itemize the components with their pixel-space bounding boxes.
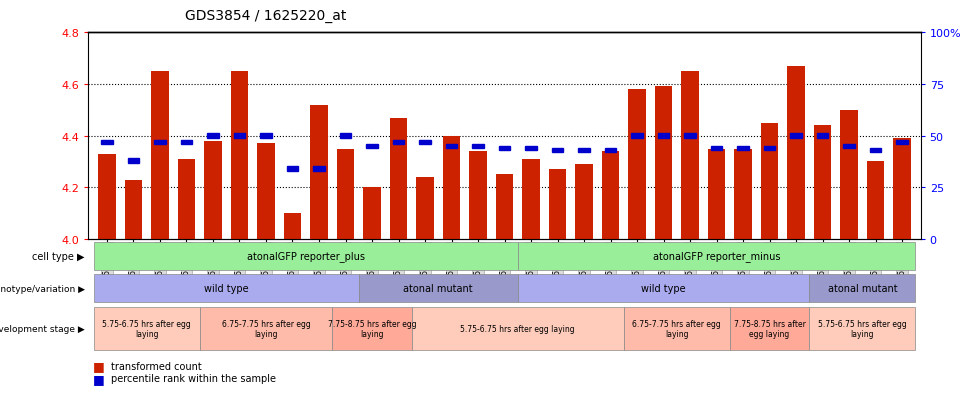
Bar <box>393 140 405 145</box>
Text: wild type: wild type <box>641 283 686 294</box>
Bar <box>499 146 510 151</box>
Bar <box>94 307 200 350</box>
Text: atonal mutant: atonal mutant <box>827 283 898 294</box>
Bar <box>363 188 381 240</box>
Bar <box>518 274 809 303</box>
Bar <box>258 144 275 240</box>
Bar <box>200 307 333 350</box>
Text: 6.75-7.75 hrs after egg
laying: 6.75-7.75 hrs after egg laying <box>222 319 310 338</box>
Bar <box>684 134 696 139</box>
Text: atonalGFP reporter_plus: atonalGFP reporter_plus <box>247 251 365 262</box>
Bar <box>416 178 433 240</box>
Bar <box>310 105 328 240</box>
Bar <box>655 87 672 240</box>
Bar <box>286 167 298 172</box>
Bar <box>518 242 915 271</box>
Bar <box>579 148 590 153</box>
Text: 6.75-7.75 hrs after egg
laying: 6.75-7.75 hrs after egg laying <box>632 319 721 338</box>
Bar <box>152 72 168 240</box>
Bar <box>337 149 354 240</box>
Bar <box>628 90 646 240</box>
Text: atonal mutant: atonal mutant <box>404 283 473 294</box>
Bar <box>94 274 358 303</box>
Bar <box>681 72 699 240</box>
Bar <box>870 148 881 153</box>
Bar <box>260 134 272 139</box>
Bar <box>549 170 566 240</box>
Bar <box>339 134 352 139</box>
Text: transformed count: transformed count <box>111 361 201 371</box>
Text: 5.75-6.75 hrs after egg
laying: 5.75-6.75 hrs after egg laying <box>818 319 907 338</box>
Bar <box>98 154 115 240</box>
Bar <box>657 134 670 139</box>
Bar <box>94 242 518 271</box>
Bar <box>313 167 325 172</box>
Bar <box>602 152 619 240</box>
Bar <box>817 134 828 139</box>
Bar <box>897 140 908 145</box>
Bar <box>809 307 915 350</box>
Bar <box>181 140 192 145</box>
Text: 7.75-8.75 hrs after egg
laying: 7.75-8.75 hrs after egg laying <box>328 319 416 338</box>
Bar <box>576 165 593 240</box>
Bar <box>841 110 857 240</box>
Bar <box>764 146 776 151</box>
Bar <box>523 159 540 240</box>
Text: percentile rank within the sample: percentile rank within the sample <box>111 373 276 384</box>
Bar <box>631 134 643 139</box>
Bar <box>734 149 752 240</box>
Text: development stage ▶: development stage ▶ <box>0 324 85 333</box>
Bar <box>205 141 222 240</box>
Bar <box>390 118 407 240</box>
Bar <box>446 144 457 149</box>
Text: ■: ■ <box>93 360 105 373</box>
Bar <box>283 214 301 240</box>
Bar <box>496 175 513 240</box>
Bar <box>333 307 411 350</box>
Bar <box>552 148 563 153</box>
Bar <box>711 146 723 151</box>
Bar <box>366 144 378 149</box>
Bar <box>814 126 831 240</box>
Bar <box>624 307 729 350</box>
Text: atonalGFP reporter_minus: atonalGFP reporter_minus <box>653 251 780 262</box>
Bar <box>737 146 749 151</box>
Bar <box>761 123 778 240</box>
Bar <box>469 152 486 240</box>
Text: cell type ▶: cell type ▶ <box>32 251 85 261</box>
Bar <box>708 149 726 240</box>
Bar <box>234 134 245 139</box>
Bar <box>526 146 537 151</box>
Text: genotype/variation ▶: genotype/variation ▶ <box>0 284 85 293</box>
Bar <box>101 140 112 145</box>
Text: 7.75-8.75 hrs after
egg laying: 7.75-8.75 hrs after egg laying <box>733 319 805 338</box>
Bar <box>154 140 166 145</box>
Bar <box>809 274 915 303</box>
Text: 5.75-6.75 hrs after egg laying: 5.75-6.75 hrs after egg laying <box>460 324 575 333</box>
Bar <box>208 134 219 139</box>
Bar <box>128 159 139 164</box>
Bar <box>472 144 483 149</box>
Bar <box>125 180 142 240</box>
Bar <box>443 136 460 240</box>
Bar <box>894 139 911 240</box>
Bar <box>867 162 884 240</box>
Bar <box>604 148 616 153</box>
Text: ■: ■ <box>93 372 105 385</box>
Text: 5.75-6.75 hrs after egg
laying: 5.75-6.75 hrs after egg laying <box>102 319 191 338</box>
Bar <box>358 274 518 303</box>
Text: GDS3854 / 1625220_at: GDS3854 / 1625220_at <box>185 9 346 23</box>
Bar <box>419 140 431 145</box>
Bar <box>843 144 855 149</box>
Bar <box>178 159 195 240</box>
Bar <box>231 72 248 240</box>
Bar <box>729 307 809 350</box>
Bar <box>411 307 624 350</box>
Text: wild type: wild type <box>204 283 249 294</box>
Bar <box>790 134 801 139</box>
Bar <box>787 66 804 240</box>
